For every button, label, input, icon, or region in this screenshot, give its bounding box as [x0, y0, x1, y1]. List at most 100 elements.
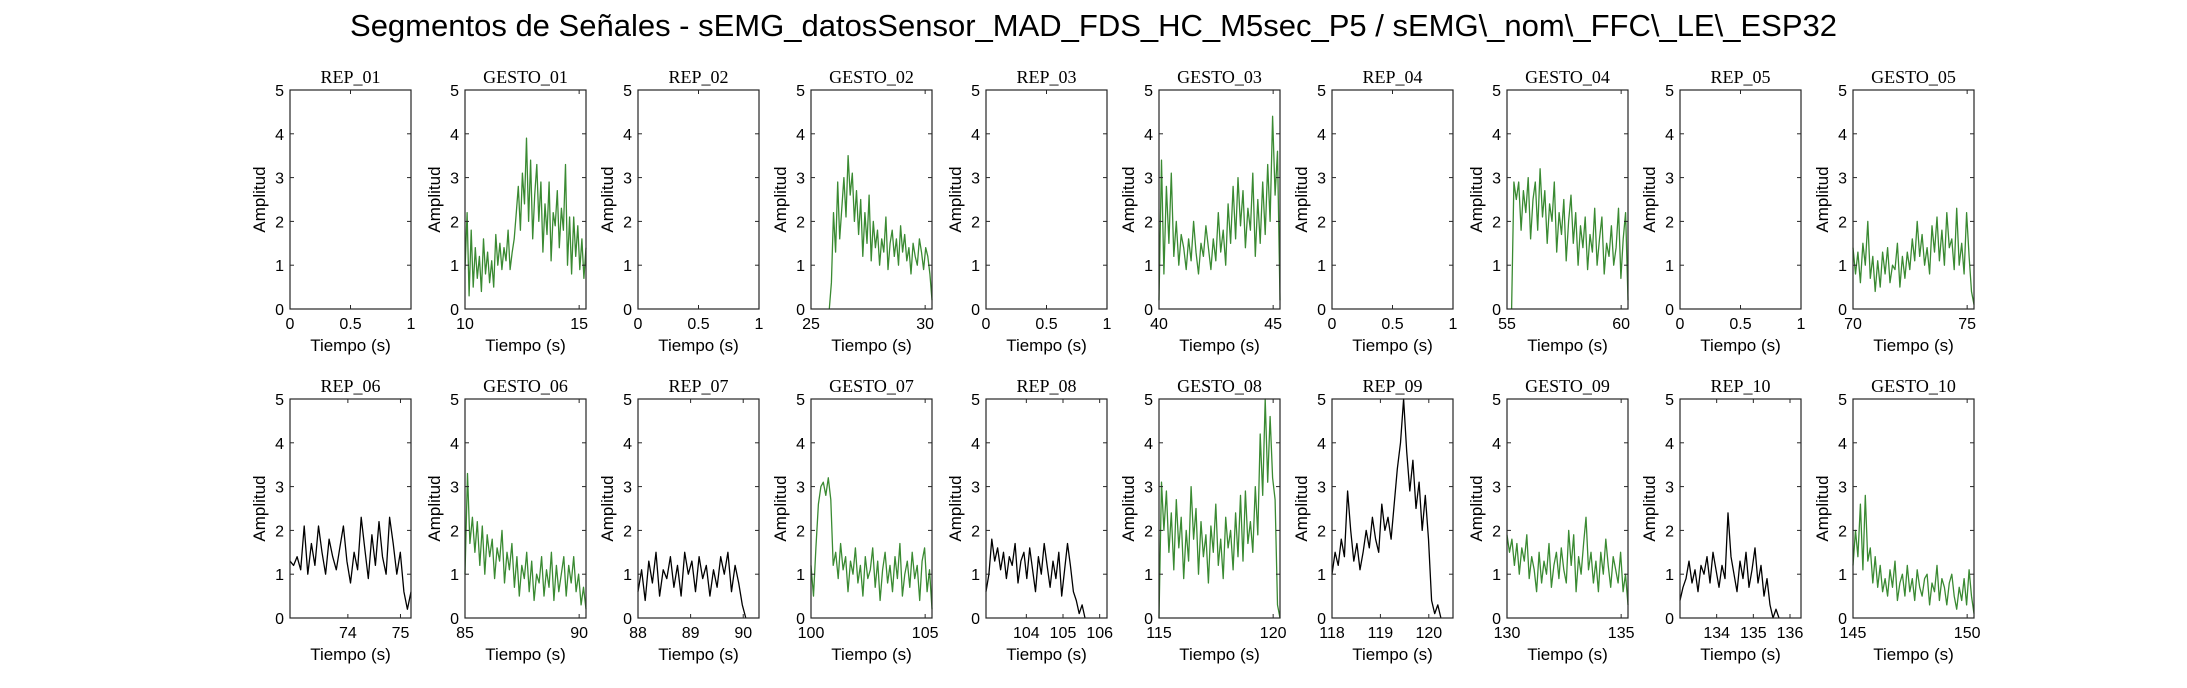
y-tick-label: 3: [450, 480, 459, 497]
x-tick-label: 120: [1260, 625, 1287, 642]
y-tick-label: 3: [1317, 171, 1326, 188]
y-tick-label: 4: [1492, 436, 1501, 453]
subplot: 0 1 2 3 4 5 130 135 GESTO_09 Tiempo (s) Amplitud: [1467, 376, 1635, 664]
x-tick-label: 119: [1368, 625, 1394, 642]
y-tick-label: 1: [971, 258, 980, 275]
axes-box: [810, 89, 933, 310]
x-tick-label: 90: [734, 625, 752, 642]
x-tick-label: 90: [570, 625, 588, 642]
subplot-title: REP_02: [668, 67, 728, 87]
subplot: 0 1 2 3 4 5 0 0.5 1 REP_02 Tiempo (s) Amplitud: [598, 67, 764, 355]
x-axis-label: Tiempo (s): [1352, 336, 1433, 355]
axes-box: [1679, 398, 1802, 619]
signal-line: [1506, 516, 1629, 605]
signal-line: [1158, 398, 1281, 619]
x-axis-label: Tiempo (s): [1006, 645, 1087, 664]
y-tick-label: 4: [1838, 436, 1847, 453]
y-tick-label: 0: [1144, 611, 1153, 628]
axes-box: [985, 89, 1108, 310]
y-tick-label: 1: [796, 567, 805, 584]
y-tick-label: 1: [1317, 258, 1326, 275]
subplot-title: REP_07: [668, 376, 728, 396]
axes-box: [1331, 398, 1454, 619]
subplot-title: GESTO_06: [483, 376, 568, 396]
y-tick-label: 4: [1144, 436, 1153, 453]
axes-box: [289, 89, 412, 310]
y-tick-label: 1: [1838, 567, 1847, 584]
subplot-title: GESTO_09: [1525, 376, 1610, 396]
y-axis-label: Amplitud: [250, 166, 269, 232]
subplot-title: GESTO_01: [483, 67, 568, 87]
y-tick-label: 2: [623, 523, 632, 540]
signal-line: [1679, 512, 1780, 619]
y-axis-label: Amplitud: [1119, 475, 1138, 541]
x-tick-label: 0: [634, 316, 643, 333]
y-tick-label: 2: [1665, 523, 1674, 540]
y-tick-label: 1: [1838, 258, 1847, 275]
y-tick-label: 0: [275, 302, 284, 319]
axes-box: [464, 398, 587, 619]
y-tick-label: 5: [450, 83, 459, 100]
y-tick-label: 1: [1144, 567, 1153, 584]
y-tick-label: 0: [796, 302, 805, 319]
subplot-title: GESTO_10: [1871, 376, 1956, 396]
y-axis-label: Amplitud: [1813, 475, 1832, 541]
signal-line: [1331, 398, 1442, 619]
y-tick-label: 4: [971, 127, 980, 144]
y-tick-label: 2: [1492, 523, 1501, 540]
x-tick-label: 45: [1264, 316, 1282, 333]
signal-line: [985, 538, 1086, 619]
y-tick-label: 3: [1492, 480, 1501, 497]
subplot: 0 1 2 3 4 5 0 0.5 1 REP_04 Tiempo (s) Amplitud: [1292, 67, 1458, 355]
y-tick-label: 3: [971, 480, 980, 497]
y-tick-label: 1: [275, 258, 284, 275]
y-tick-label: 4: [1317, 436, 1326, 453]
x-tick-label: 30: [916, 316, 934, 333]
y-tick-label: 2: [1317, 523, 1326, 540]
axes-box: [1158, 398, 1281, 619]
x-tick-label: 1: [407, 316, 416, 333]
y-tick-label: 5: [1144, 392, 1153, 409]
subplot: 0 1 2 3 4 5 0 0.5 1 REP_05 Tiempo (s) Amplitud: [1640, 67, 1806, 355]
subplot: 0 1 2 3 4 5 88 89 90 REP_07 Tiempo (s) Amplitud: [598, 376, 760, 664]
y-tick-label: 5: [1317, 392, 1326, 409]
x-tick-label: 104: [1013, 625, 1040, 642]
x-axis-label: Tiempo (s): [1527, 645, 1608, 664]
y-tick-label: 4: [1665, 127, 1674, 144]
x-tick-label: 75: [1958, 316, 1976, 333]
axes-box: [985, 398, 1108, 619]
x-tick-label: 25: [802, 316, 820, 333]
x-tick-label: 1: [1103, 316, 1112, 333]
x-tick-label: 106: [1086, 625, 1113, 642]
y-tick-label: 2: [450, 214, 459, 231]
x-axis-label: Tiempo (s): [1179, 645, 1260, 664]
y-tick-label: 1: [623, 258, 632, 275]
y-axis-label: Amplitud: [1119, 166, 1138, 232]
x-tick-label: 0: [286, 316, 295, 333]
y-tick-label: 0: [1492, 302, 1501, 319]
y-tick-label: 2: [1144, 523, 1153, 540]
x-tick-label: 145: [1840, 625, 1867, 642]
y-tick-label: 3: [1665, 171, 1674, 188]
y-tick-label: 0: [1838, 611, 1847, 628]
subplot: 0 1 2 3 4 5 115 120 GESTO_08 Tiempo (s) Amplitud: [1119, 376, 1287, 664]
y-tick-label: 5: [1665, 392, 1674, 409]
x-tick-label: 70: [1844, 316, 1862, 333]
y-tick-label: 0: [623, 302, 632, 319]
subplot-title: REP_08: [1016, 376, 1076, 396]
subplot: 0 1 2 3 4 5 118 119 120 REP_09 Tiempo (s) Amplitud: [1292, 376, 1454, 664]
y-tick-label: 0: [450, 302, 459, 319]
y-tick-label: 3: [1492, 171, 1501, 188]
x-tick-label: 115: [1146, 625, 1172, 642]
y-tick-label: 5: [1317, 83, 1326, 100]
y-tick-label: 0: [1317, 611, 1326, 628]
y-tick-label: 4: [275, 127, 284, 144]
x-tick-label: 0.5: [1381, 316, 1403, 333]
y-tick-label: 0: [450, 611, 459, 628]
x-tick-label: 74: [339, 625, 357, 642]
subplot-title: GESTO_07: [829, 376, 914, 396]
x-tick-label: 0.5: [1035, 316, 1057, 333]
y-tick-label: 2: [796, 523, 805, 540]
